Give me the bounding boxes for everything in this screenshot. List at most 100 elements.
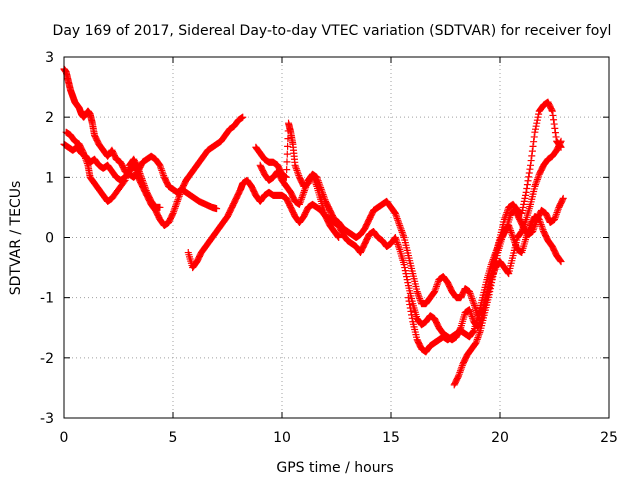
- data-point: [488, 279, 496, 287]
- data-point: [292, 165, 300, 173]
- data-point: [471, 303, 479, 311]
- data-point: [512, 240, 520, 248]
- data-point: [532, 122, 540, 130]
- data-point: [518, 206, 526, 214]
- data-point: [458, 363, 466, 371]
- data-point: [455, 372, 463, 380]
- data-point: [139, 178, 147, 186]
- data-point: [396, 221, 404, 229]
- data-point: [454, 373, 462, 381]
- data-point: [283, 166, 291, 174]
- data-point: [403, 273, 411, 281]
- data-point: [160, 172, 168, 180]
- data-point: [401, 264, 409, 272]
- data-point: [522, 188, 530, 196]
- data-point: [476, 328, 484, 336]
- data-point: [408, 311, 416, 319]
- data-point: [533, 177, 541, 185]
- data-point: [312, 179, 320, 187]
- data-point: [502, 226, 510, 234]
- data-point: [466, 289, 474, 297]
- data-point: [465, 306, 473, 314]
- data-point: [490, 267, 498, 275]
- data-point: [173, 199, 181, 207]
- data-point: [520, 197, 528, 205]
- data-point: [299, 192, 307, 200]
- data-point: [472, 339, 480, 347]
- data-point: [553, 209, 561, 217]
- data-point: [475, 332, 483, 340]
- data-point: [157, 165, 165, 173]
- data-point: [551, 215, 558, 223]
- data-point: [158, 168, 166, 176]
- data-series: [404, 212, 565, 356]
- data-point: [487, 282, 495, 290]
- data-point: [140, 181, 148, 189]
- data-point: [137, 171, 145, 179]
- data-point: [298, 194, 306, 202]
- data-point: [538, 224, 546, 232]
- data-point: [391, 234, 399, 241]
- data-point: [535, 110, 543, 118]
- data-point: [432, 282, 440, 290]
- data-point: [82, 156, 90, 164]
- data-point: [431, 286, 439, 294]
- data-point: [299, 190, 307, 198]
- data-point: [538, 222, 546, 230]
- data-point: [539, 226, 547, 234]
- data-point: [79, 148, 87, 156]
- data-point: [301, 185, 309, 193]
- data-point: [523, 181, 531, 189]
- data-point: [532, 219, 540, 227]
- data-point: [552, 210, 560, 218]
- data-point: [310, 175, 318, 183]
- data-series: [60, 65, 221, 213]
- data-point: [531, 222, 539, 230]
- data-point: [120, 178, 128, 186]
- data-point: [404, 279, 412, 287]
- data-point: [284, 142, 292, 150]
- data-point: [508, 232, 516, 240]
- data-point: [394, 240, 402, 248]
- data-point: [395, 244, 403, 252]
- data-point: [399, 230, 407, 238]
- data-point: [491, 261, 499, 269]
- data-point: [530, 133, 538, 141]
- data-point: [406, 301, 414, 309]
- data-point: [507, 228, 515, 236]
- data-point: [171, 203, 179, 211]
- data-point: [493, 255, 501, 263]
- data-point: [295, 172, 303, 180]
- x-tick-label: 0: [60, 430, 69, 446]
- data-point: [533, 119, 541, 127]
- data-point: [403, 276, 411, 284]
- axis-ticks: 0 5 10 15 20 25 -3 -2 -1 0 1 2 3: [40, 50, 618, 446]
- data-point: [302, 183, 310, 191]
- data-point: [554, 207, 562, 215]
- data-point: [474, 334, 482, 342]
- data-point: [416, 295, 424, 303]
- data-point: [402, 270, 410, 278]
- data-point: [81, 154, 89, 162]
- data-point: [394, 216, 402, 224]
- data-point: [467, 293, 475, 301]
- data-point: [528, 147, 536, 155]
- data-point: [488, 276, 496, 284]
- data-point: [527, 157, 535, 165]
- data-point: [531, 182, 539, 190]
- data-point: [140, 180, 148, 188]
- data-point: [537, 221, 545, 229]
- data-point: [297, 197, 305, 205]
- data-point: [392, 211, 400, 219]
- data-point: [213, 205, 221, 213]
- data-point: [303, 180, 311, 188]
- data-point: [283, 150, 291, 158]
- data-point: [302, 181, 310, 189]
- data-point: [293, 166, 301, 174]
- data-point: [296, 199, 304, 207]
- chart-title: Day 169 of 2017, Sidereal Day-to-day VTE…: [53, 23, 612, 39]
- data-point: [534, 174, 542, 182]
- data-point: [473, 337, 481, 345]
- x-axis-label: GPS time / hours: [276, 460, 393, 476]
